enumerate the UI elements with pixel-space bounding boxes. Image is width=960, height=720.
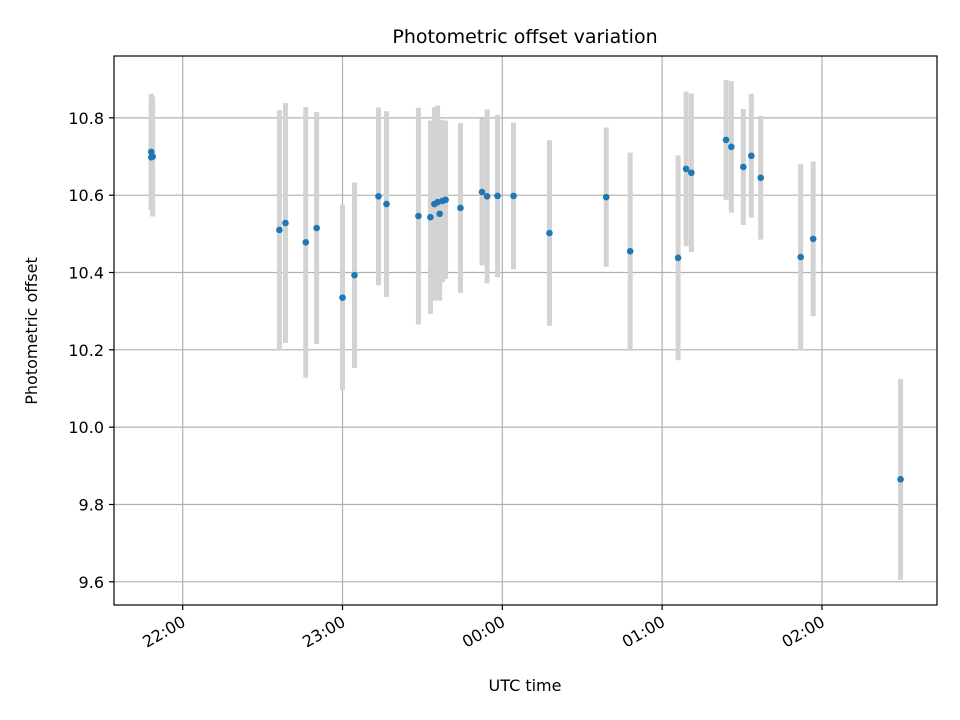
- data-point: [415, 212, 422, 220]
- data-point: [688, 169, 695, 177]
- data-point: [313, 224, 320, 232]
- y-axis-label: Photometric offset: [22, 257, 41, 405]
- data-point: [897, 476, 904, 483]
- y-tick-label: 10.2: [68, 341, 104, 360]
- data-point: [351, 271, 358, 279]
- data-point: [483, 193, 491, 200]
- y-axis: 9.6 9.8 10.0 10.2 10.4 10.6 10.8: [68, 109, 114, 592]
- y-tick-label: 10.0: [68, 418, 104, 437]
- data-point: [740, 163, 747, 171]
- y-tick-label: 9.8: [79, 495, 104, 514]
- data-points: [147, 136, 904, 483]
- data-point: [757, 174, 765, 182]
- data-point: [682, 165, 690, 173]
- data-point: [809, 235, 817, 243]
- y-tick-label: 9.6: [79, 573, 104, 592]
- data-point: [282, 219, 289, 227]
- data-point: [457, 204, 464, 212]
- data-point: [602, 193, 610, 201]
- data-point: [427, 213, 434, 221]
- data-point: [375, 193, 382, 200]
- y-tick-label: 10.6: [68, 186, 104, 205]
- data-point: [478, 188, 486, 196]
- data-point: [494, 192, 501, 200]
- data-point: [276, 226, 283, 234]
- y-tick-label: 10.8: [68, 109, 104, 128]
- data-point: [674, 254, 682, 262]
- data-point: [546, 229, 553, 237]
- data-point: [442, 196, 449, 204]
- data-point: [748, 152, 755, 160]
- data-point: [626, 247, 634, 255]
- data-point: [436, 210, 443, 218]
- data-point: [722, 136, 730, 144]
- data-point: [728, 143, 735, 151]
- data-point: [149, 153, 156, 160]
- data-point: [339, 294, 346, 301]
- data-point: [510, 192, 517, 200]
- y-tick-label: 10.4: [68, 264, 104, 283]
- plot-frame: [113, 55, 938, 606]
- chart-title: Photometric offset variation: [392, 26, 657, 48]
- data-point: [302, 239, 310, 246]
- data-point: [383, 200, 390, 208]
- data-point: [797, 253, 804, 261]
- x-axis-label: UTC time: [489, 676, 562, 695]
